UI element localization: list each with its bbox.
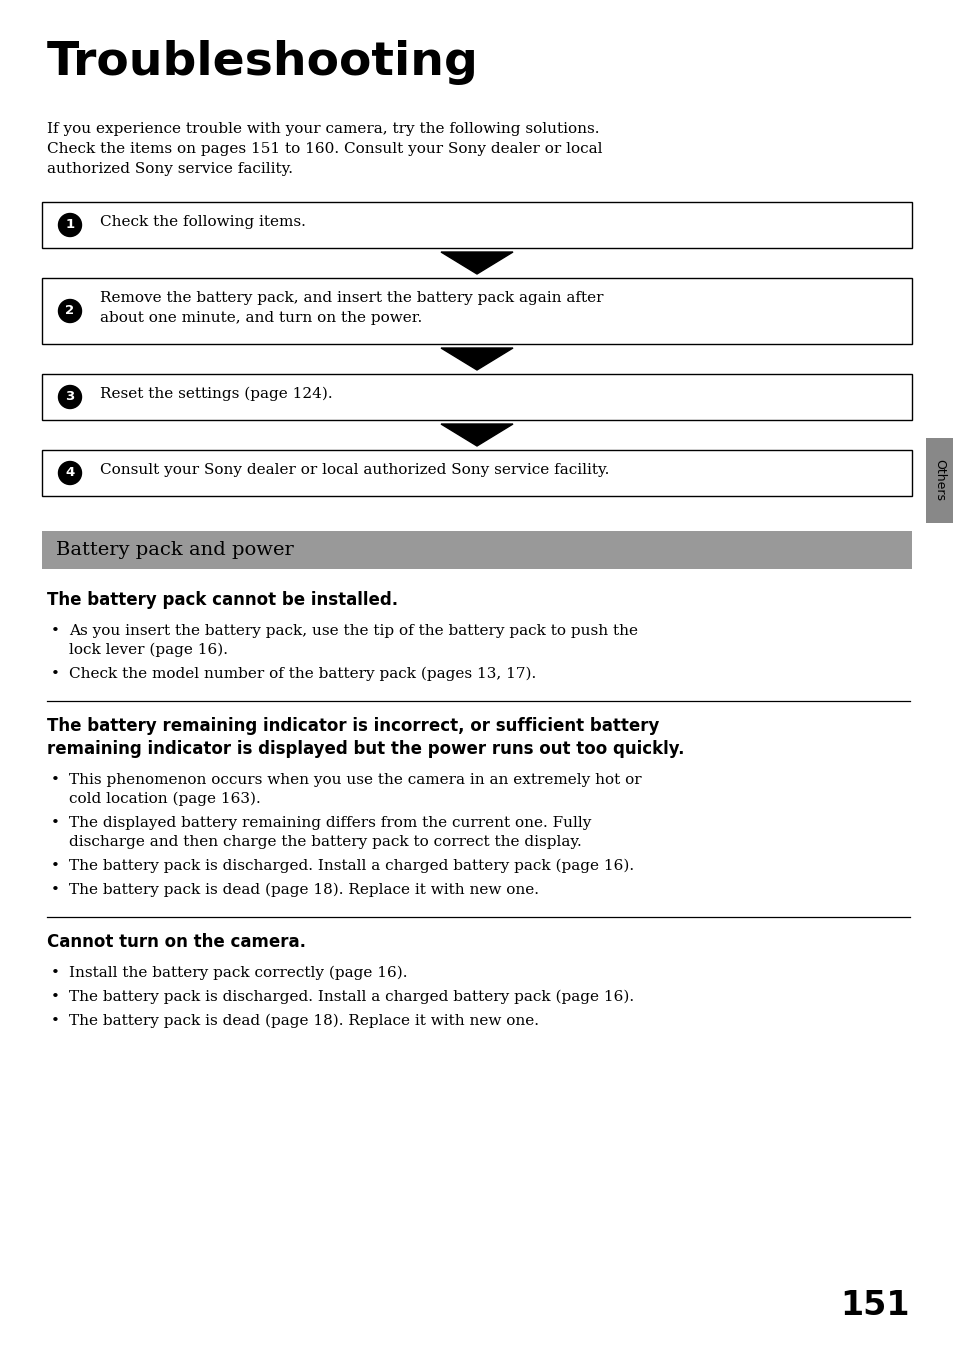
Text: Reset the settings (page 124).: Reset the settings (page 124). [100, 387, 333, 401]
Text: discharge and then charge the battery pack to correct the display.: discharge and then charge the battery pa… [69, 836, 581, 849]
Text: cold location (page 163).: cold location (page 163). [69, 792, 260, 806]
Bar [925, 437, 953, 522]
Polygon shape [440, 348, 513, 370]
Text: Check the following items.: Check the following items. [100, 215, 306, 230]
Text: Remove the battery pack, and insert the battery pack again after: Remove the battery pack, and insert the … [100, 292, 603, 305]
Text: remaining indicator is displayed but the power runs out too quickly.: remaining indicator is displayed but the… [47, 740, 684, 757]
Text: If you experience trouble with your camera, try the following solutions.: If you experience trouble with your came… [47, 122, 598, 136]
Text: 151: 151 [840, 1289, 909, 1322]
Text: •: • [51, 990, 60, 1004]
Polygon shape [440, 252, 513, 274]
Polygon shape [440, 424, 513, 446]
Text: The battery pack is dead (page 18). Replace it with new one.: The battery pack is dead (page 18). Repl… [69, 883, 538, 898]
Text: about one minute, and turn on the power.: about one minute, and turn on the power. [100, 310, 422, 325]
Text: Consult your Sony dealer or local authorized Sony service facility.: Consult your Sony dealer or local author… [100, 463, 609, 477]
Text: The battery pack is dead (page 18). Replace it with new one.: The battery pack is dead (page 18). Repl… [69, 1014, 538, 1029]
Circle shape [58, 300, 81, 323]
Text: 3: 3 [66, 390, 74, 404]
Bar [42, 531, 911, 568]
Text: Battery pack and power: Battery pack and power [56, 541, 294, 559]
Text: •: • [51, 883, 60, 896]
Text: •: • [51, 967, 60, 980]
Text: 2: 2 [66, 305, 74, 317]
Text: The displayed battery remaining differs from the current one. Fully: The displayed battery remaining differs … [69, 815, 591, 830]
Text: Install the battery pack correctly (page 16).: Install the battery pack correctly (page… [69, 967, 407, 980]
Bar [42, 374, 911, 420]
Text: This phenomenon occurs when you use the camera in an extremely hot or: This phenomenon occurs when you use the … [69, 774, 641, 787]
Text: Cannot turn on the camera.: Cannot turn on the camera. [47, 933, 306, 950]
Bar [42, 278, 911, 344]
Text: •: • [51, 774, 60, 787]
Circle shape [58, 213, 81, 236]
Circle shape [58, 386, 81, 409]
Text: •: • [51, 624, 60, 639]
Text: lock lever (page 16).: lock lever (page 16). [69, 643, 228, 657]
Text: As you insert the battery pack, use the tip of the battery pack to push the: As you insert the battery pack, use the … [69, 624, 638, 639]
Text: •: • [51, 859, 60, 873]
Circle shape [58, 462, 81, 485]
Bar [42, 450, 911, 495]
Text: The battery pack is discharged. Install a charged battery pack (page 16).: The battery pack is discharged. Install … [69, 990, 634, 1004]
Text: The battery pack is discharged. Install a charged battery pack (page 16).: The battery pack is discharged. Install … [69, 859, 634, 873]
Text: 4: 4 [66, 467, 74, 479]
Bar [42, 202, 911, 248]
Text: The battery remaining indicator is incorrect, or sufficient battery: The battery remaining indicator is incor… [47, 717, 659, 734]
Text: Others: Others [933, 459, 945, 501]
Text: Check the items on pages 151 to 160. Consult your Sony dealer or local: Check the items on pages 151 to 160. Con… [47, 142, 602, 157]
Text: •: • [51, 815, 60, 830]
Text: Troubleshooting: Troubleshooting [47, 40, 478, 85]
Text: Check the model number of the battery pack (pages 13, 17).: Check the model number of the battery pa… [69, 667, 536, 682]
Text: •: • [51, 1014, 60, 1027]
Text: 1: 1 [66, 219, 74, 231]
Text: The battery pack cannot be installed.: The battery pack cannot be installed. [47, 591, 397, 609]
Text: authorized Sony service facility.: authorized Sony service facility. [47, 162, 293, 176]
Text: •: • [51, 667, 60, 680]
